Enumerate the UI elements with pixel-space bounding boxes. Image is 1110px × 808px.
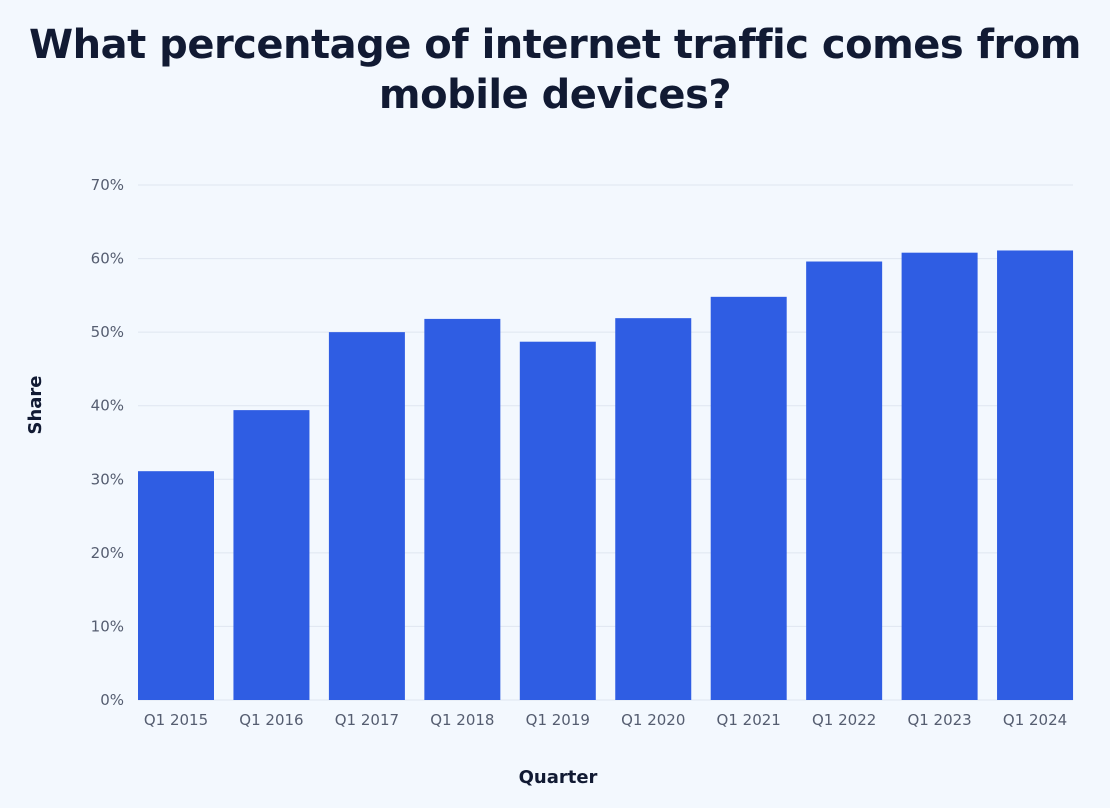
x-tick-label: Q1 2018	[430, 711, 494, 729]
x-axis-label: Quarter	[519, 767, 598, 788]
x-tick-label: Q1 2024	[1003, 711, 1067, 729]
x-tick-label: Q1 2017	[335, 711, 399, 729]
bar	[138, 471, 214, 700]
bar	[615, 318, 692, 700]
x-tick-label: Q1 2020	[621, 711, 685, 729]
y-tick-label: 30%	[91, 470, 124, 488]
x-tick-label: Q1 2023	[907, 711, 971, 729]
y-axis-label: Share	[25, 375, 46, 434]
bar	[424, 318, 501, 700]
y-tick-label: 50%	[91, 323, 124, 341]
bar	[328, 332, 405, 700]
y-tick-label: 60%	[91, 250, 124, 268]
x-tick-label: Q1 2015	[144, 711, 208, 729]
y-tick-label: 0%	[100, 691, 124, 709]
x-tick-label: Q1 2016	[239, 711, 303, 729]
x-tick-label: Q1 2022	[812, 711, 876, 729]
bar	[997, 250, 1074, 700]
bar	[233, 410, 310, 700]
y-tick-label: 10%	[91, 617, 124, 635]
bar	[806, 261, 883, 700]
y-tick-label: 70%	[91, 176, 124, 194]
bar	[710, 296, 787, 700]
y-tick-label: 40%	[91, 397, 124, 415]
bar	[901, 252, 978, 700]
chart-title: What percentage of internet traffic come…	[29, 22, 1081, 118]
y-tick-label: 20%	[91, 544, 124, 562]
x-tick-label: Q1 2021	[717, 711, 781, 729]
x-tick-label: Q1 2019	[526, 711, 590, 729]
bar	[519, 341, 596, 700]
